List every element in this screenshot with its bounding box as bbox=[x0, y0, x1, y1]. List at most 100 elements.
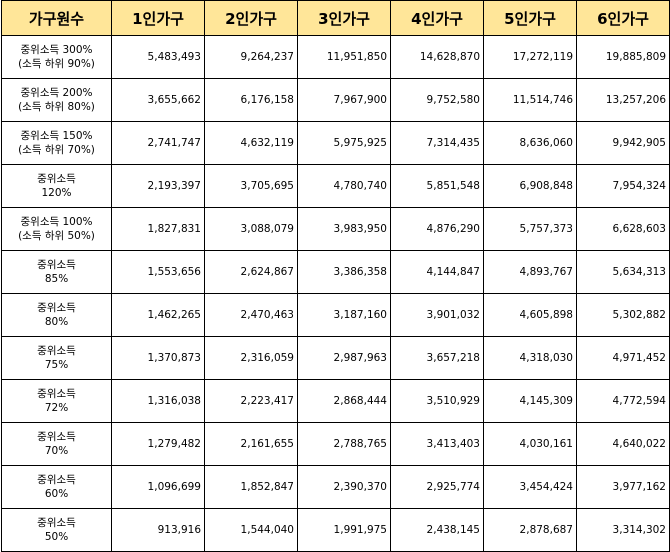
income-cell-1-person: 1,096,699 bbox=[111, 465, 205, 509]
income-cell-2-person: 6,176,158 bbox=[204, 78, 298, 122]
row-label-line-1: 중위소득 bbox=[37, 302, 76, 314]
income-cell-2-person: 2,223,417 bbox=[204, 379, 298, 423]
income-cell-6-person: 7,954,324 bbox=[576, 164, 670, 208]
income-cell-4-person: 3,413,403 bbox=[390, 422, 484, 466]
income-cell-4-person: 5,851,548 bbox=[390, 164, 484, 208]
income-cell-3-person: 2,390,370 bbox=[297, 465, 391, 509]
header-row: 가구원수 1인가구 2인가구 3인가구 4인가구 5인가구 6인가구 bbox=[1, 0, 670, 36]
income-cell-5-person: 3,454,424 bbox=[483, 465, 577, 509]
row-label-line-2: (소득 하위 80%) bbox=[18, 101, 95, 113]
row-label-line-1: 중위소득 bbox=[37, 388, 76, 400]
income-cell-3-person: 7,967,900 bbox=[297, 78, 391, 122]
income-cell-1-person: 1,370,873 bbox=[111, 336, 205, 380]
row-label: 중위소득 200% (소득 하위 80%) bbox=[1, 78, 112, 122]
row-label-line-2: 60% bbox=[44, 488, 69, 500]
income-cell-1-person: 3,655,662 bbox=[111, 78, 205, 122]
row-label-line-2: 50% bbox=[44, 531, 69, 543]
row-label: 중위소득 50% bbox=[1, 508, 112, 552]
income-cell-4-person: 4,876,290 bbox=[390, 207, 484, 251]
income-cell-3-person: 2,987,963 bbox=[297, 336, 391, 380]
row-label: 중위소득 150% (소득 하위 70%) bbox=[1, 121, 112, 165]
income-cell-6-person: 5,634,313 bbox=[576, 250, 670, 294]
table-row: 중위소득 100% (소득 하위 50%) 1,827,831 3,088,079 3,… bbox=[1, 207, 670, 251]
income-cell-3-person: 3,983,950 bbox=[297, 207, 391, 251]
row-label: 중위소득 85% bbox=[1, 250, 112, 294]
table-row: 중위소득 85% 1,553,656 2,624,867 3,386,358 4,144,… bbox=[1, 250, 670, 294]
income-cell-4-person: 3,510,929 bbox=[390, 379, 484, 423]
header-3-person: 3인가구 bbox=[297, 0, 391, 36]
income-cell-4-person: 3,901,032 bbox=[390, 293, 484, 337]
row-label-line-1: 중위소득 bbox=[37, 259, 76, 271]
income-cell-6-person: 4,640,022 bbox=[576, 422, 670, 466]
income-cell-2-person: 1,544,040 bbox=[204, 508, 298, 552]
income-cell-6-person: 9,942,905 bbox=[576, 121, 670, 165]
income-cell-4-person: 2,925,774 bbox=[390, 465, 484, 509]
row-label-line-1: 중위소득 bbox=[37, 345, 76, 357]
income-cell-6-person: 4,971,452 bbox=[576, 336, 670, 380]
table-body: 중위소득 300% (소득 하위 90%) 5,483,493 9,264,237 11… bbox=[1, 35, 670, 552]
row-label: 중위소득 75% bbox=[1, 336, 112, 380]
income-cell-2-person: 4,632,119 bbox=[204, 121, 298, 165]
income-cell-1-person: 1,279,482 bbox=[111, 422, 205, 466]
income-cell-3-person: 11,951,850 bbox=[297, 35, 391, 79]
header-2-person: 2인가구 bbox=[204, 0, 298, 36]
income-cell-6-person: 3,314,302 bbox=[576, 508, 670, 552]
income-cell-6-person: 5,302,882 bbox=[576, 293, 670, 337]
row-label: 중위소득 80% bbox=[1, 293, 112, 337]
income-cell-6-person: 3,977,162 bbox=[576, 465, 670, 509]
income-cell-3-person: 3,187,160 bbox=[297, 293, 391, 337]
table-row: 중위소득 120% 2,193,397 3,705,695 4,780,740 5,851… bbox=[1, 164, 670, 208]
row-label-line-2: (소득 하위 90%) bbox=[18, 58, 95, 70]
row-label-line-2: 85% bbox=[44, 273, 69, 285]
row-label-line-1: 중위소득 100% bbox=[20, 216, 93, 228]
income-cell-2-person: 2,161,655 bbox=[204, 422, 298, 466]
income-cell-1-person: 2,193,397 bbox=[111, 164, 205, 208]
income-cell-4-person: 7,314,435 bbox=[390, 121, 484, 165]
table-row: 중위소득 60% 1,096,699 1,852,847 2,390,370 2,925,… bbox=[1, 465, 670, 509]
income-cell-3-person: 4,780,740 bbox=[297, 164, 391, 208]
income-cell-5-person: 5,757,373 bbox=[483, 207, 577, 251]
income-cell-6-person: 19,885,809 bbox=[576, 35, 670, 79]
income-cell-5-person: 4,030,161 bbox=[483, 422, 577, 466]
income-cell-3-person: 5,975,925 bbox=[297, 121, 391, 165]
income-cell-6-person: 13,257,206 bbox=[576, 78, 670, 122]
header-household-size: 가구원수 bbox=[1, 0, 112, 36]
row-label-line-1: 중위소득 bbox=[37, 517, 76, 529]
income-cell-1-person: 913,916 bbox=[111, 508, 205, 552]
income-cell-3-person: 2,868,444 bbox=[297, 379, 391, 423]
income-cell-1-person: 2,741,747 bbox=[111, 121, 205, 165]
row-label-line-2: 70% bbox=[44, 445, 69, 457]
row-label-line-1: 중위소득 bbox=[37, 474, 76, 486]
income-cell-5-person: 8,636,060 bbox=[483, 121, 577, 165]
income-cell-4-person: 9,752,580 bbox=[390, 78, 484, 122]
row-label-line-1: 중위소득 bbox=[37, 173, 76, 185]
income-cell-1-person: 1,553,656 bbox=[111, 250, 205, 294]
income-cell-1-person: 1,827,831 bbox=[111, 207, 205, 251]
income-cell-2-person: 2,624,867 bbox=[204, 250, 298, 294]
income-cell-5-person: 2,878,687 bbox=[483, 508, 577, 552]
table-row: 중위소득 150% (소득 하위 70%) 2,741,747 4,632,119 5,… bbox=[1, 121, 670, 165]
income-cell-4-person: 3,657,218 bbox=[390, 336, 484, 380]
table-row: 중위소득 200% (소득 하위 80%) 3,655,662 6,176,158 7,… bbox=[1, 78, 670, 122]
header-1-person: 1인가구 bbox=[111, 0, 205, 36]
header-5-person: 5인가구 bbox=[483, 0, 577, 36]
income-cell-2-person: 3,705,695 bbox=[204, 164, 298, 208]
row-label-line-1: 중위소득 150% bbox=[20, 130, 93, 142]
income-cell-2-person: 1,852,847 bbox=[204, 465, 298, 509]
row-label-line-2: (소득 하위 50%) bbox=[18, 230, 95, 242]
income-cell-1-person: 1,316,038 bbox=[111, 379, 205, 423]
row-label: 중위소득 60% bbox=[1, 465, 112, 509]
table-row: 중위소득 70% 1,279,482 2,161,655 2,788,765 3,413,… bbox=[1, 422, 670, 466]
income-cell-2-person: 9,264,237 bbox=[204, 35, 298, 79]
header-4-person: 4인가구 bbox=[390, 0, 484, 36]
table-row: 중위소득 75% 1,370,873 2,316,059 2,987,963 3,657,… bbox=[1, 336, 670, 380]
row-label: 중위소득 100% (소득 하위 50%) bbox=[1, 207, 112, 251]
income-cell-4-person: 2,438,145 bbox=[390, 508, 484, 552]
income-cell-3-person: 2,788,765 bbox=[297, 422, 391, 466]
row-label: 중위소득 300% (소득 하위 90%) bbox=[1, 35, 112, 79]
table-row: 중위소득 72% 1,316,038 2,223,417 2,868,444 3,510,… bbox=[1, 379, 670, 423]
income-cell-5-person: 17,272,119 bbox=[483, 35, 577, 79]
row-label: 중위소득 72% bbox=[1, 379, 112, 423]
income-cell-5-person: 4,145,309 bbox=[483, 379, 577, 423]
